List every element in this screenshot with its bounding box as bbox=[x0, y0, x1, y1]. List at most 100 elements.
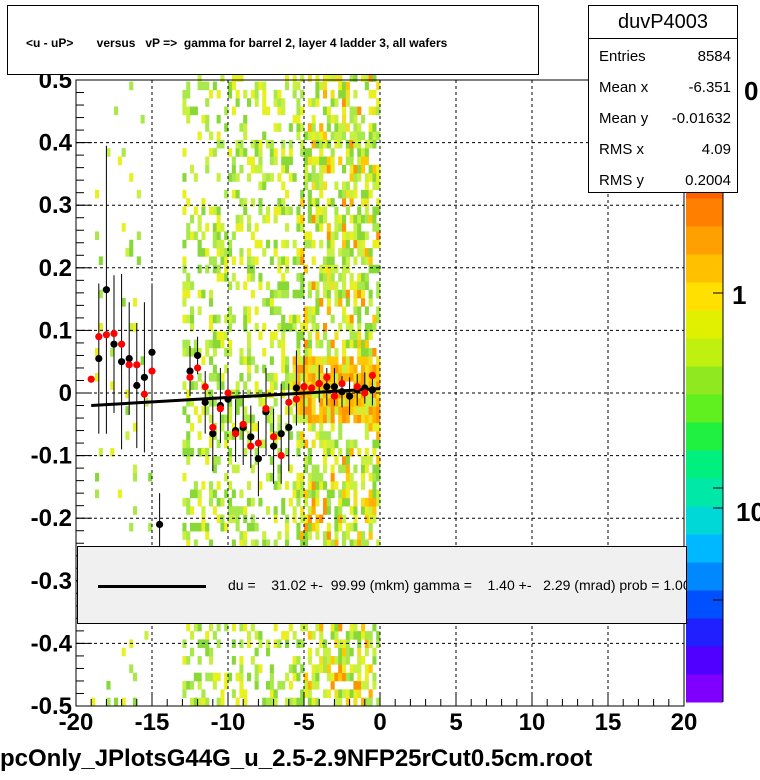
histogram-cell bbox=[349, 248, 354, 257]
histogram-cell bbox=[224, 256, 229, 266]
histogram-cell bbox=[216, 339, 221, 349]
histogram-cell bbox=[190, 164, 195, 174]
histogram-cell bbox=[243, 306, 248, 315]
histogram-cell bbox=[319, 206, 324, 216]
histogram-cell bbox=[364, 672, 369, 682]
histogram-cell bbox=[277, 123, 282, 132]
histogram-cell bbox=[364, 447, 369, 457]
histogram-cell bbox=[117, 156, 122, 166]
y-tick-label: 0 bbox=[59, 380, 72, 407]
histogram-cell bbox=[304, 173, 309, 182]
histogram-cell bbox=[345, 81, 350, 91]
histogram-cell bbox=[368, 689, 373, 698]
histogram-cell bbox=[315, 472, 320, 482]
histogram-cell bbox=[205, 264, 210, 274]
histogram-cell bbox=[235, 697, 240, 707]
histogram-cell bbox=[342, 189, 347, 199]
histogram-cell bbox=[266, 472, 271, 482]
histogram-cell bbox=[216, 514, 221, 524]
histogram-cell bbox=[197, 656, 202, 665]
histogram-cell bbox=[269, 298, 274, 307]
histogram-cell bbox=[307, 647, 312, 657]
histogram-cell bbox=[372, 89, 377, 99]
histogram-cell bbox=[296, 489, 301, 499]
black-data-point bbox=[194, 351, 202, 360]
histogram-cell bbox=[307, 631, 312, 640]
red-data-point bbox=[194, 364, 202, 372]
histogram-cell bbox=[186, 431, 191, 440]
histogram-cell bbox=[311, 397, 316, 407]
histogram-cell bbox=[345, 656, 350, 665]
histogram-cell bbox=[258, 148, 263, 157]
histogram-cell bbox=[243, 506, 248, 515]
histogram-cell bbox=[330, 339, 335, 349]
histogram-cell bbox=[342, 214, 347, 224]
histogram-cell bbox=[243, 198, 248, 207]
histogram-cell bbox=[368, 531, 373, 540]
palette-segment bbox=[686, 506, 723, 535]
histogram-cell bbox=[235, 148, 240, 157]
histogram-cell bbox=[216, 381, 221, 390]
fit-line-segment bbox=[91, 387, 381, 408]
histogram-cell bbox=[345, 189, 350, 199]
histogram-cell bbox=[349, 439, 354, 449]
histogram-cell bbox=[334, 456, 339, 465]
black-data-point bbox=[125, 354, 133, 363]
histogram-cell bbox=[319, 431, 324, 440]
histogram-cell bbox=[277, 306, 282, 315]
histogram-cell bbox=[186, 347, 191, 357]
histogram-cell bbox=[212, 331, 217, 340]
histogram-cell bbox=[300, 506, 305, 515]
histogram-cell bbox=[330, 73, 335, 82]
histogram-cell bbox=[300, 539, 305, 549]
histogram-cell bbox=[353, 406, 358, 415]
histogram-cell bbox=[209, 414, 214, 424]
histogram-cell bbox=[338, 514, 343, 524]
histogram-cell bbox=[273, 156, 278, 166]
histogram-cell bbox=[197, 497, 202, 507]
histogram-cell bbox=[361, 198, 366, 207]
histogram-cell bbox=[357, 214, 362, 224]
histogram-cell bbox=[342, 248, 347, 257]
histogram-cell bbox=[212, 347, 217, 357]
histogram-cell bbox=[281, 198, 286, 207]
histogram-cell bbox=[129, 81, 134, 91]
histogram-cell bbox=[357, 231, 362, 241]
histogram-cell bbox=[326, 414, 331, 424]
histogram-cell bbox=[361, 239, 366, 249]
black-data-point bbox=[247, 433, 255, 441]
histogram-cell bbox=[338, 298, 343, 307]
histogram-cell bbox=[258, 639, 263, 649]
histogram-cell bbox=[209, 256, 214, 266]
histogram-cell bbox=[220, 497, 225, 507]
histogram-cell bbox=[216, 89, 221, 99]
histogram-cell bbox=[140, 356, 145, 365]
histogram-cell bbox=[266, 539, 271, 549]
histogram-cell bbox=[357, 539, 362, 549]
histogram-cell bbox=[323, 431, 328, 440]
histogram-cell bbox=[262, 81, 267, 91]
histogram-cell bbox=[334, 331, 339, 340]
histogram-cell bbox=[311, 414, 316, 424]
histogram-cell bbox=[239, 397, 244, 407]
histogram-cell bbox=[231, 506, 236, 515]
histogram-cell bbox=[345, 481, 350, 490]
histogram-cell bbox=[205, 248, 210, 257]
histogram-cell bbox=[133, 422, 138, 432]
histogram-cell bbox=[239, 214, 244, 224]
histogram-cell bbox=[304, 514, 309, 524]
histogram-cell bbox=[338, 223, 343, 232]
histogram-cell bbox=[190, 381, 195, 390]
histogram-cell bbox=[136, 189, 141, 199]
histogram-cell bbox=[216, 697, 221, 707]
histogram-cell bbox=[364, 406, 369, 415]
histogram-cell bbox=[345, 522, 350, 532]
histogram-cell bbox=[273, 689, 278, 698]
histogram-cell bbox=[319, 656, 324, 665]
histogram-cell bbox=[209, 323, 214, 332]
histogram-cell bbox=[330, 622, 335, 632]
histogram-cell bbox=[239, 531, 244, 540]
histogram-cell bbox=[307, 281, 312, 291]
histogram-cell bbox=[304, 364, 309, 374]
histogram-cell bbox=[258, 389, 263, 399]
